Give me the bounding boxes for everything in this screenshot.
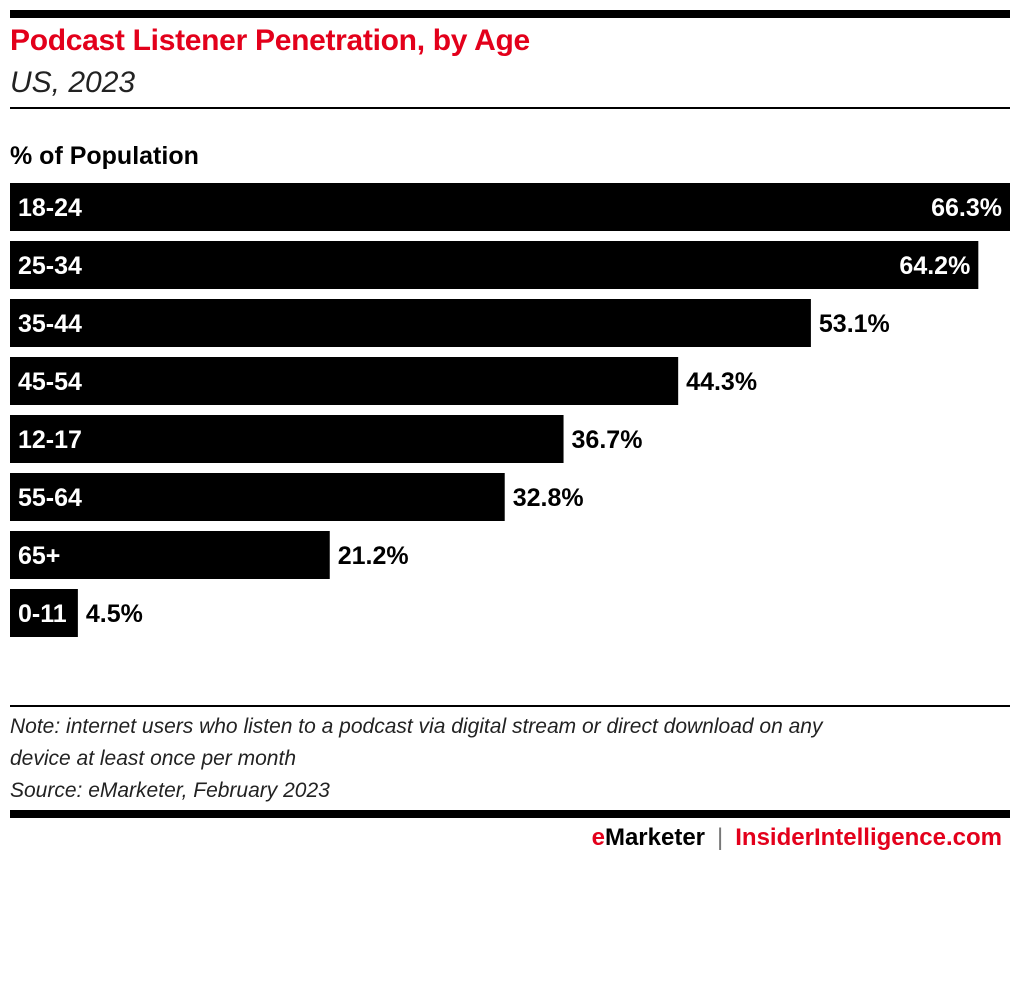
footer-rule — [10, 705, 1010, 707]
note-line-2: device at least once per month — [10, 747, 297, 770]
value-label: 36.7% — [572, 426, 643, 454]
category-label: 65+ — [18, 542, 60, 570]
chart-subtitle: US, 2023 — [10, 66, 136, 99]
logo-separator: | — [717, 824, 724, 851]
axis-label: % of Population — [10, 142, 199, 170]
value-label: 66.3% — [931, 194, 1002, 222]
value-label: 44.3% — [686, 368, 757, 396]
category-label: 12-17 — [18, 426, 82, 454]
category-label: 25-34 — [18, 252, 82, 280]
bar-18-24 — [10, 183, 1010, 231]
note-line-1: Note: internet users who listen to a pod… — [10, 715, 823, 738]
bar-0-11 — [10, 589, 78, 637]
value-label: 4.5% — [86, 600, 143, 628]
logo-e: e — [591, 824, 605, 851]
value-label: 32.8% — [513, 484, 584, 512]
brand-logo: eMarketer | InsiderIntelligence.com — [592, 824, 1002, 852]
bar-65+ — [10, 531, 330, 579]
category-label: 18-24 — [18, 194, 82, 222]
category-label: 45-54 — [18, 368, 82, 396]
top-rule — [10, 10, 1010, 18]
bar-35-44 — [10, 299, 811, 347]
value-label: 64.2% — [899, 252, 970, 280]
bottom-rule — [10, 810, 1010, 818]
bar-25-34 — [10, 241, 979, 289]
category-label: 55-64 — [18, 484, 82, 512]
source-note: Source: eMarketer, February 2023 — [10, 779, 330, 802]
value-label: 21.2% — [338, 542, 409, 570]
bar-12-17 — [10, 415, 564, 463]
bar-45-54 — [10, 357, 679, 405]
header-rule — [10, 107, 1010, 109]
category-label: 35-44 — [18, 310, 82, 338]
logo-emarketer: Marketer — [604, 824, 706, 851]
logo-insiderintelligence: InsiderIntelligence.com — [735, 824, 1002, 851]
bar-55-64 — [10, 473, 505, 521]
chart-title: Podcast Listener Penetration, by Age — [10, 24, 530, 57]
value-label: 53.1% — [819, 310, 890, 338]
category-label: 0-11 — [18, 600, 67, 628]
